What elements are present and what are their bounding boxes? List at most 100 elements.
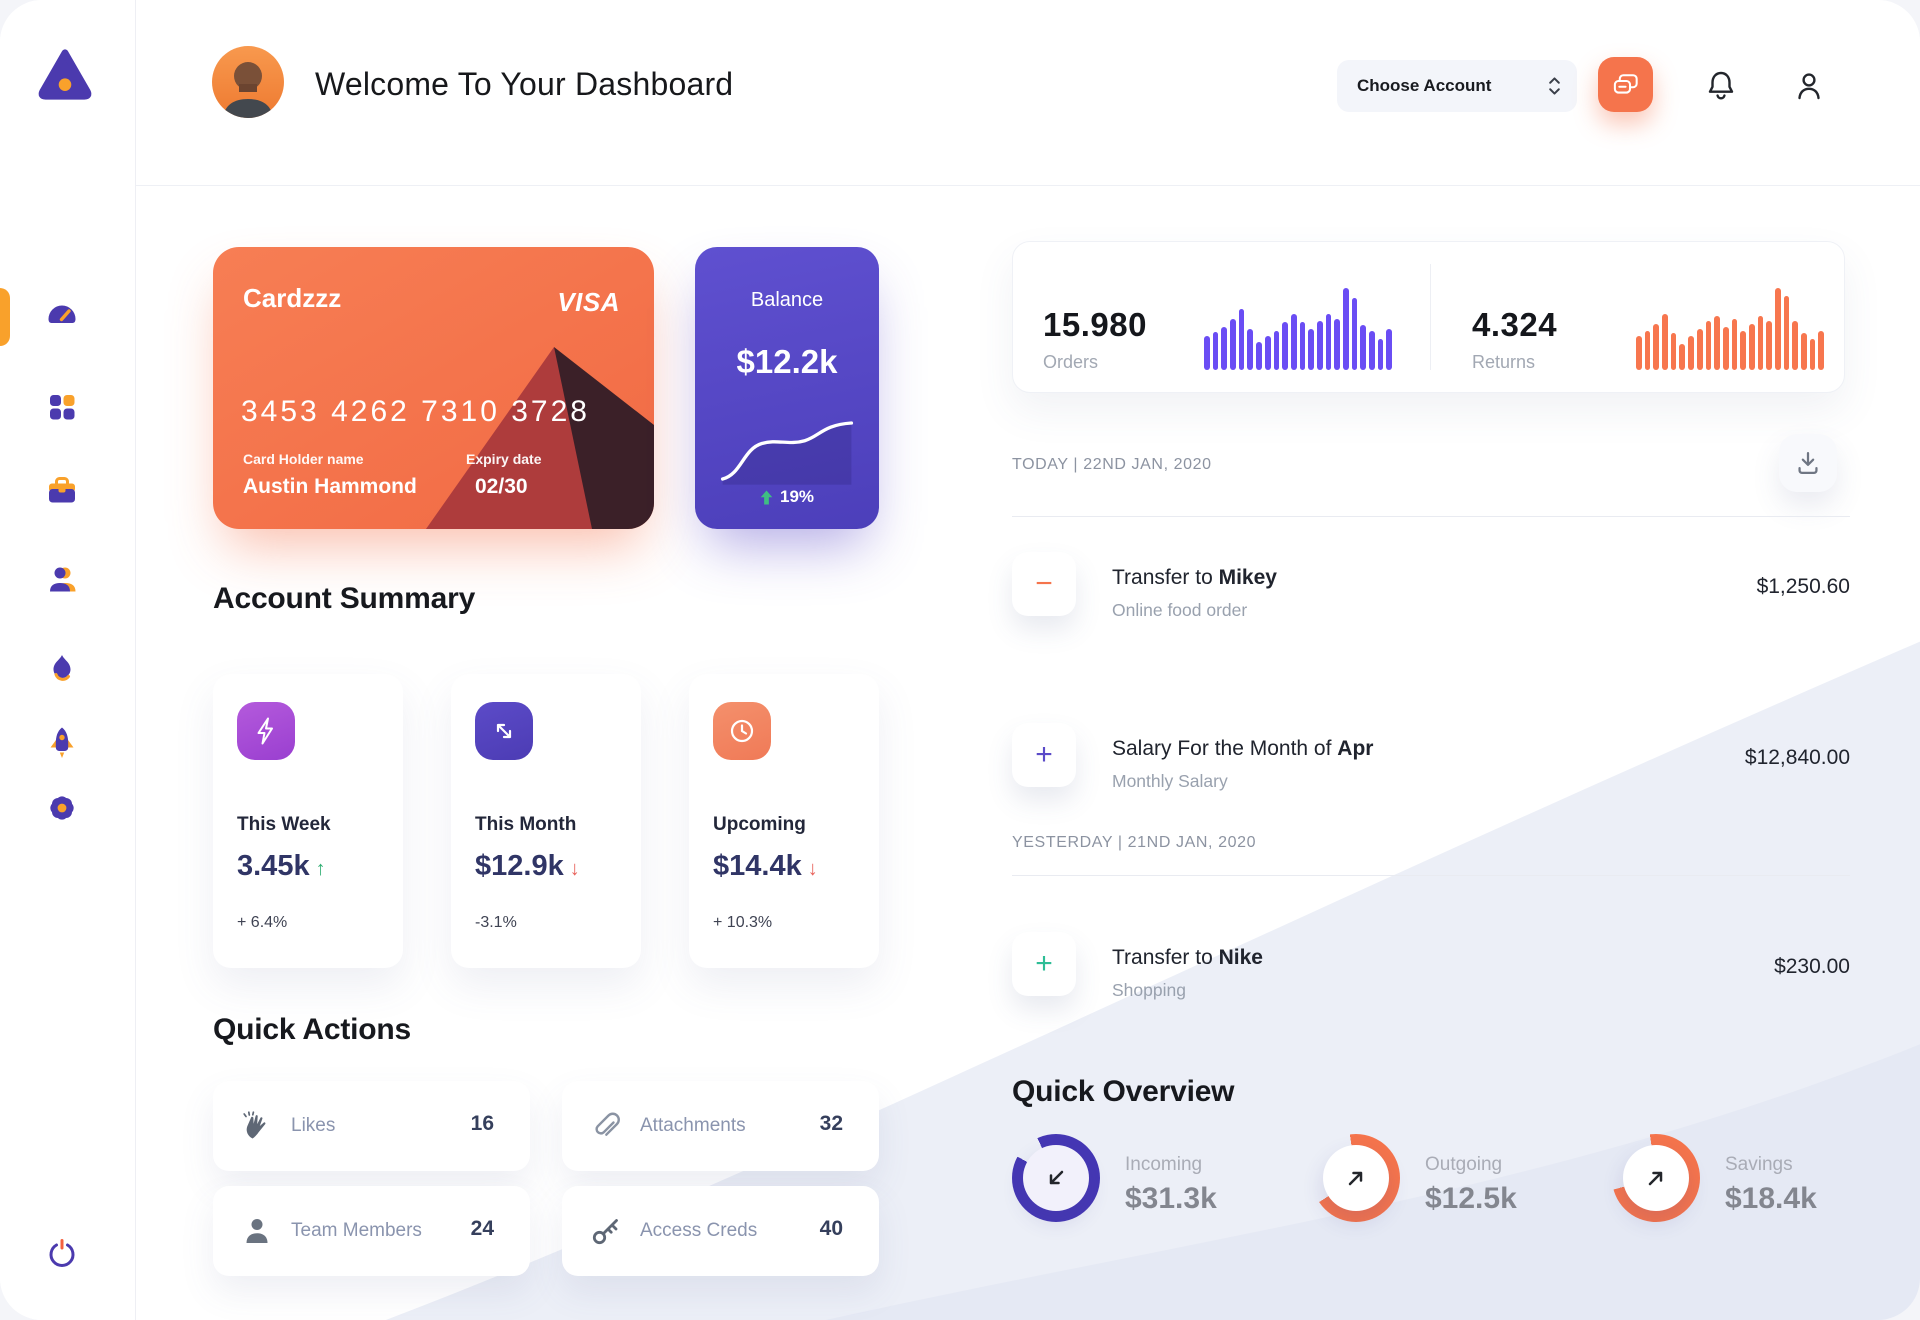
sidebar-item-launch-icon[interactable] — [44, 725, 80, 761]
sidebar-item-briefcase-icon[interactable] — [44, 474, 80, 510]
card-holder-label: Card Holder name — [243, 451, 364, 467]
overview-label: Savings — [1725, 1154, 1793, 1175]
arrow-down-left-icon — [1023, 1145, 1089, 1211]
summary-change: + 10.3% — [713, 914, 773, 931]
balance-sparkline — [720, 421, 854, 485]
power-icon[interactable] — [44, 1236, 80, 1272]
summary-card-this-month: This Month $12.9k ↓ -3.1% — [451, 674, 641, 968]
messages-button[interactable] — [1598, 57, 1653, 112]
transfer-arrows-icon — [475, 702, 533, 760]
quick-action-count: 40 — [819, 1217, 843, 1240]
sidebar-item-team-icon[interactable] — [44, 562, 80, 598]
arrow-up-right-icon — [1323, 1145, 1389, 1211]
download-icon — [1798, 452, 1818, 474]
plus-icon: + — [1012, 723, 1076, 787]
active-nav-indicator — [0, 288, 10, 346]
main-content: Cardzzz VISA 3453 4262 7310 3728 Card Ho… — [136, 187, 1920, 1320]
summary-value: $12.9k ↓ — [475, 850, 580, 882]
balance-card: Balance $12.2k 19% — [695, 247, 879, 529]
summary-card-upcoming: Upcoming $14.4k ↓ + 10.3% — [689, 674, 879, 968]
quick-action-count: 32 — [819, 1112, 843, 1135]
transaction-row[interactable]: + Transfer to Nike Shopping $230.00 — [1012, 932, 1850, 1002]
download-button[interactable] — [1779, 434, 1837, 492]
summary-change: + 6.4% — [237, 914, 288, 931]
chevron-up-down-icon — [1549, 77, 1560, 95]
returns-value: 4.324 — [1472, 306, 1558, 343]
sidebar-item-settings-icon[interactable] — [44, 790, 80, 826]
person-icon — [241, 1215, 273, 1247]
overview-label: Outgoing — [1425, 1154, 1503, 1175]
sidebar-item-dashboard-icon[interactable] — [44, 298, 80, 334]
transaction-row[interactable]: + Salary For the Month of Apr Monthly Sa… — [1012, 723, 1850, 793]
outgoing-ring-gauge — [1312, 1134, 1400, 1222]
clap-icon — [241, 1110, 273, 1142]
balance-value: $12.2k — [736, 343, 838, 380]
quick-action-count: 24 — [470, 1217, 494, 1240]
summary-label: This Month — [475, 814, 577, 835]
visa-logo: VISA — [557, 287, 620, 317]
quick-action-label: Attachments — [640, 1115, 746, 1136]
quick-overview-heading: Quick Overview — [1012, 1075, 1235, 1108]
orders-value: 15.980 — [1043, 306, 1147, 343]
quick-action-access-creds[interactable]: Access Creds 40 — [562, 1186, 879, 1276]
divider — [1012, 516, 1850, 517]
balance-change: 19% — [695, 487, 879, 507]
overview-label: Incoming — [1125, 1154, 1203, 1175]
account-summary-heading: Account Summary — [213, 582, 476, 615]
notifications-bell-icon[interactable] — [1703, 68, 1739, 104]
quick-action-label: Likes — [291, 1115, 336, 1136]
page-title: Welcome To Your Dashboard — [315, 66, 734, 102]
transaction-row[interactable]: − Transfer to Mikey Online food order $1… — [1012, 552, 1850, 622]
account-selector[interactable]: Choose Account — [1337, 60, 1577, 112]
profile-icon[interactable] — [1791, 68, 1827, 104]
overview-value: $12.5k — [1425, 1182, 1517, 1215]
quick-action-attachments[interactable]: Attachments 32 — [562, 1081, 879, 1171]
summary-label: This Week — [237, 814, 331, 835]
up-arrow-icon — [760, 490, 773, 504]
transaction-amount: $1,250.60 — [1756, 575, 1850, 598]
overview-value: $18.4k — [1725, 1182, 1817, 1215]
transaction-amount: $12,840.00 — [1744, 746, 1850, 769]
quick-action-count: 16 — [470, 1112, 494, 1135]
returns-bar-chart — [1636, 288, 1825, 370]
key-icon — [590, 1215, 622, 1247]
summary-change: -3.1% — [475, 914, 517, 931]
quick-action-label: Team Members — [291, 1220, 422, 1241]
overview-value: $31.3k — [1125, 1182, 1217, 1215]
lightning-icon — [237, 702, 295, 760]
card-name: Cardzzz — [243, 283, 342, 313]
summary-value: 3.45k ↑ — [237, 850, 326, 882]
orders-bar-chart — [1204, 288, 1393, 370]
card-holder-name: Austin Hammond — [243, 475, 417, 498]
divider — [1012, 875, 1850, 876]
paperclip-icon — [590, 1110, 622, 1142]
card-expiry-label: Expiry date — [466, 451, 542, 467]
incoming-ring-gauge — [1012, 1134, 1100, 1222]
savings-ring-gauge — [1612, 1134, 1700, 1222]
quick-actions-heading: Quick Actions — [213, 1013, 411, 1046]
account-selector-label: Choose Account — [1357, 76, 1492, 95]
summary-value: $14.4k ↓ — [713, 850, 818, 882]
transaction-group-date: YESTERDAY | 21ND JAN, 2020 — [1012, 834, 1257, 851]
quick-action-label: Access Creds — [640, 1220, 758, 1241]
chat-icon — [1613, 73, 1638, 94]
stats-divider — [1430, 264, 1431, 370]
credit-card-art — [426, 347, 654, 529]
sidebar-item-activity-icon[interactable] — [44, 651, 80, 687]
user-avatar — [212, 46, 284, 118]
quick-action-likes[interactable]: Likes 16 — [213, 1081, 530, 1171]
balance-label: Balance — [750, 289, 824, 311]
left-column: Cardzzz VISA 3453 4262 7310 3728 Card Ho… — [213, 187, 879, 1320]
transaction-title: Salary For the Month of Apr — [1112, 737, 1374, 760]
transaction-group-date: TODAY | 22ND JAN, 2020 — [1012, 456, 1212, 473]
transaction-subtitle: Monthly Salary — [1112, 771, 1228, 791]
transaction-title: Transfer to Nike — [1112, 946, 1263, 969]
sidebar — [0, 0, 136, 1320]
card-number: 3453 4262 7310 3728 — [241, 395, 590, 428]
sidebar-item-apps-icon[interactable] — [44, 389, 80, 425]
credit-card: Cardzzz VISA 3453 4262 7310 3728 Card Ho… — [213, 247, 654, 529]
summary-card-this-week: This Week 3.45k ↑ + 6.4% — [213, 674, 403, 968]
trend-down-arrow: ↓ — [569, 858, 580, 880]
quick-action-team-members[interactable]: Team Members 24 — [213, 1186, 530, 1276]
